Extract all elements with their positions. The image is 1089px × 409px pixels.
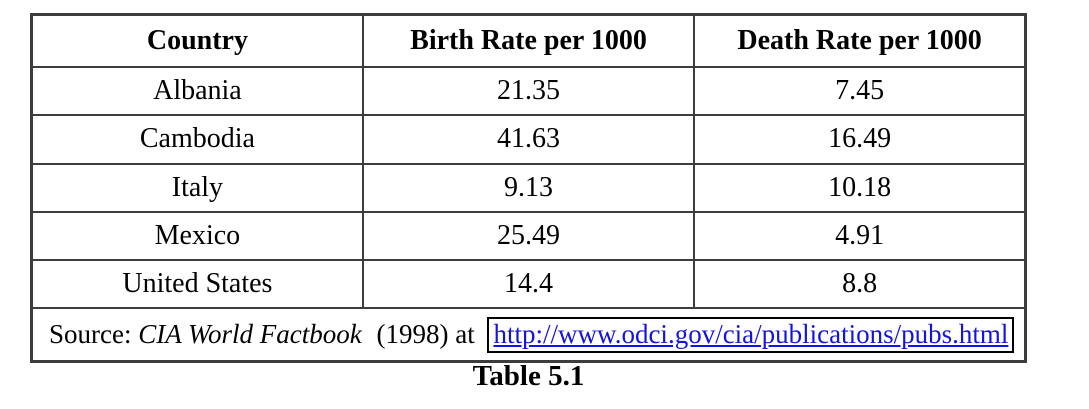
- death-rate-cell: 16.49: [693, 114, 1027, 165]
- birth-rate-cell: 14.4: [361, 258, 696, 310]
- birth-death-rates-table: Country Birth Rate per 1000 Death Rate p…: [30, 13, 1027, 364]
- table-row: Mexico 25.49 4.91: [30, 210, 1027, 261]
- table-row: Cambodia 41.63 16.49: [30, 114, 1027, 165]
- birth-rate-cell: 9.13: [361, 162, 696, 213]
- table-row: Italy 9.13 10.18: [30, 162, 1027, 213]
- death-rate-cell: 4.91: [693, 210, 1027, 261]
- table-body: Albania 21.35 7.45 Cambodia 41.63 16.49 …: [30, 66, 1027, 363]
- column-header-birth-rate: Birth Rate per 1000: [361, 13, 696, 69]
- death-rate-cell: 8.8: [693, 258, 1027, 310]
- country-cell: Mexico: [30, 210, 364, 261]
- source-cell: Source: CIA World Factbook (1998) at htt…: [30, 307, 1027, 363]
- death-rate-cell: 10.18: [693, 162, 1027, 213]
- table-caption: Table 5.1: [472, 360, 585, 392]
- table-row: United States 14.4 8.8: [30, 258, 1027, 310]
- header-row: Country Birth Rate per 1000 Death Rate p…: [30, 13, 1027, 69]
- source-publication-title: CIA World Factbook: [138, 319, 362, 350]
- birth-rate-cell: 25.49: [361, 210, 696, 261]
- country-cell: United States: [30, 258, 364, 310]
- birth-rate-cell: 21.35: [361, 66, 696, 117]
- death-rate-cell: 7.45: [693, 66, 1027, 117]
- column-header-country: Country: [30, 13, 364, 69]
- country-cell: Italy: [30, 162, 364, 213]
- country-cell: Cambodia: [30, 114, 364, 165]
- source-year-text: (1998) at: [376, 319, 475, 350]
- table-header: Country Birth Rate per 1000 Death Rate p…: [30, 13, 1027, 69]
- country-cell: Albania: [30, 66, 364, 117]
- rates-table-container: Country Birth Rate per 1000 Death Rate p…: [30, 13, 1027, 364]
- source-row: Source: CIA World Factbook (1998) at htt…: [30, 307, 1027, 363]
- factbook-hyperlink[interactable]: http://www.odci.gov/cia/publications/pub…: [487, 317, 1015, 354]
- source-label: Source:: [49, 319, 132, 350]
- column-header-death-rate: Death Rate per 1000: [693, 13, 1027, 69]
- table-row: Albania 21.35 7.45: [30, 66, 1027, 117]
- birth-rate-cell: 41.63: [361, 114, 696, 165]
